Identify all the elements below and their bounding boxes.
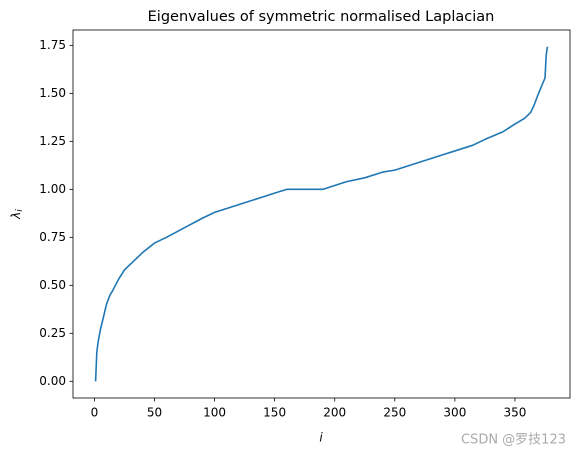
- y-label-sub: i: [15, 209, 25, 212]
- y-axis-label-text: λi: [9, 209, 25, 220]
- y-label-main: λ: [9, 212, 23, 220]
- y-tick-label: 1.75: [39, 38, 66, 52]
- watermark: CSDN @罗技123: [461, 433, 566, 448]
- y-tick-label: 0.50: [39, 278, 66, 292]
- data-line: [94, 46, 549, 382]
- x-tick-label: 50: [147, 406, 162, 420]
- y-tick-label: 1.25: [39, 134, 66, 148]
- y-tick-label: 0.75: [39, 230, 66, 244]
- x-tick-label: 100: [203, 406, 226, 420]
- x-tick-label: 350: [504, 406, 527, 420]
- x-axis-label: i: [319, 431, 323, 445]
- y-tick-label: 0.25: [39, 326, 66, 340]
- y-tick-label: 0.00: [39, 374, 66, 388]
- x-tick-label: 250: [383, 406, 406, 420]
- y-tick-label: 1.50: [39, 86, 66, 100]
- x-tick-label: 200: [323, 406, 346, 420]
- axes-frame: [72, 29, 571, 399]
- y-axis-label: λi: [9, 209, 25, 220]
- x-tick-label: 150: [263, 406, 286, 420]
- x-tick-label: 300: [443, 406, 466, 420]
- chart-title: Eigenvalues of symmetric normalised Lapl…: [148, 9, 495, 25]
- y-tick-label: 1.00: [39, 182, 66, 196]
- x-tick-label: 0: [91, 406, 99, 420]
